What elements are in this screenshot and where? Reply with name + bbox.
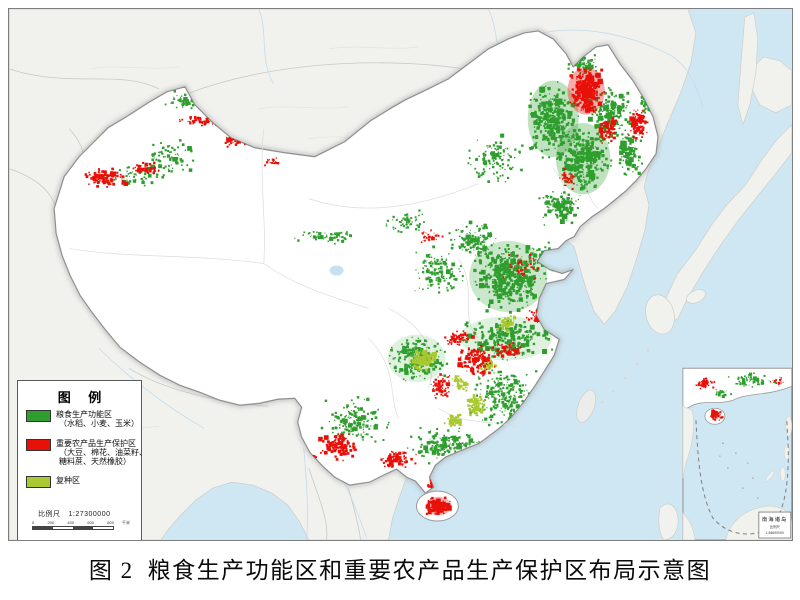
scale-bar-ruler [32,526,114,530]
scale-bar-labels: 0 200 400 600 800 [32,520,114,525]
legend-item-grain: 粮食生产功能区 （水稻、小麦、玉米） [26,410,139,428]
legend-item-label: 粮食生产功能区 （水稻、小麦、玉米） [56,410,139,428]
inset-label-box: 南海诸岛 比例尺 1:54600000 [758,511,792,539]
province-boundaries [69,128,599,429]
inset-malay [682,512,696,540]
inset-title: 南海诸岛 [762,515,788,523]
legend-item-label: 复种区 [56,476,80,485]
legend-item-label: 重要农产品生产保护区 （大豆、棉花、油菜籽、 糖料蔗、天然橡胶） [56,439,147,466]
qinghai-lake [329,265,344,276]
inset-scale-value: 1:54600000 [766,531,784,535]
protection-zone-swatch [26,439,51,451]
figure-number: 图 2 [88,558,134,583]
map-scale-text: 比例尺 1:27300000 [38,511,111,518]
inset-small-islands [719,442,759,499]
inset-scale-label: 比例尺 [770,524,781,529]
inset-china-coast [682,367,792,411]
figure-caption: 图 2 粮食生产功能区和重要农产品生产保护区布局示意图 [0,551,800,585]
legend-box: 图 例 粮食生产功能区 （水稻、小麦、玉米） 重要农产品生产保护区 （大豆、棉花… [17,380,147,540]
luzon-island [658,503,679,540]
inset-vietnam [682,405,694,479]
legend-item-multicrop: 复种区 [26,476,138,488]
grain-zone-swatch [26,410,51,422]
china-agriculture-map: 南海诸岛 比例尺 1:54600000 [9,9,792,540]
japan-islands [645,12,792,335]
legend-item-protection: 重要农产品生产保护区 （大豆、棉花、油菜籽、 糖料蔗、天然橡胶） [26,439,147,466]
legend-title: 图 例 [57,390,109,405]
taiwan-island [576,389,596,423]
multicrop-zone-swatch [26,476,51,488]
map-canvas: 南海诸岛 比例尺 1:54600000 图 例 粮食生产功能区 （水稻、小麦、玉… [8,8,793,541]
ryukyu-islands [600,348,650,404]
nine-dash-line [695,420,789,535]
scale-bar: 0 200 400 600 800 千米 [32,520,130,530]
scale-bar-unit: 千米 [122,520,130,525]
south-china-sea-inset: 南海诸岛 比例尺 1:54600000 [682,367,792,540]
figure-title: 粮食生产功能区和重要农产品生产保护区布局示意图 [147,558,712,583]
inset-agriculture-layer [695,372,784,421]
